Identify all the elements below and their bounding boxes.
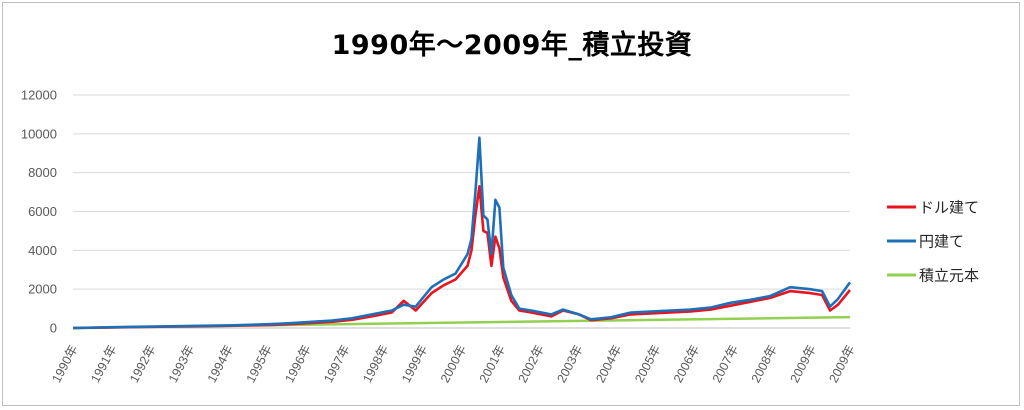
x-tick-label: 2001年 — [477, 343, 508, 385]
x-axis-ticks: 1990年 1991年 1992年 1993年 1994年 1995年 1996年 1997年… — [49, 343, 857, 385]
x-tick-label: 1997年 — [321, 343, 352, 385]
x-tick-label: 2009年 — [826, 343, 857, 385]
x-tick-label: 1990年 — [49, 343, 80, 385]
y-axis-ticks: 0 2000 4000 6000 8000 10000 12000 — [21, 88, 57, 336]
y-tick-label: 12000 — [21, 88, 57, 103]
x-tick-label: 1994年 — [205, 343, 236, 385]
x-tick-label: 1992年 — [127, 343, 158, 385]
y-tick-label: 8000 — [28, 165, 57, 180]
x-tick-label: 2004年 — [593, 343, 624, 385]
x-tick-label: 1996年 — [282, 343, 313, 385]
chart-title: 1990年～2009年_積立投資 — [331, 30, 693, 61]
legend-label: ドル建て — [919, 199, 979, 217]
y-tick-label: 4000 — [28, 243, 57, 258]
x-tick-label: 2007年 — [710, 343, 741, 385]
y-tick-label: 0 — [50, 321, 57, 336]
x-tick-label: 2009年 — [788, 343, 819, 385]
x-tick-label: 2008年 — [749, 343, 780, 385]
y-tick-label: 10000 — [21, 126, 57, 141]
chart-frame: 1990年～2009年_積立投資 — [2, 2, 1020, 406]
x-tick-label: 2000年 — [438, 343, 469, 385]
x-tick-label: 1998年 — [360, 343, 391, 385]
legend-label: 積立元本 — [919, 267, 979, 285]
series-lines — [72, 136, 852, 330]
series-line-1 — [72, 136, 852, 330]
gridlines — [73, 94, 850, 329]
x-tick-label: 1993年 — [166, 343, 197, 385]
series-line-0 — [72, 185, 852, 330]
x-tick-label: 2002年 — [516, 343, 547, 385]
x-tick-label: 2006年 — [671, 343, 702, 385]
y-tick-label: 6000 — [28, 204, 57, 219]
y-tick-label: 2000 — [28, 282, 57, 297]
x-tick-label: 1991年 — [88, 343, 119, 385]
x-tick-label: 1999年 — [399, 343, 430, 385]
x-tick-label: 2003年 — [554, 343, 585, 385]
legend-label: 円建て — [919, 233, 964, 251]
x-tick-label: 2005年 — [632, 343, 663, 385]
x-tick-label: 1995年 — [244, 343, 275, 385]
